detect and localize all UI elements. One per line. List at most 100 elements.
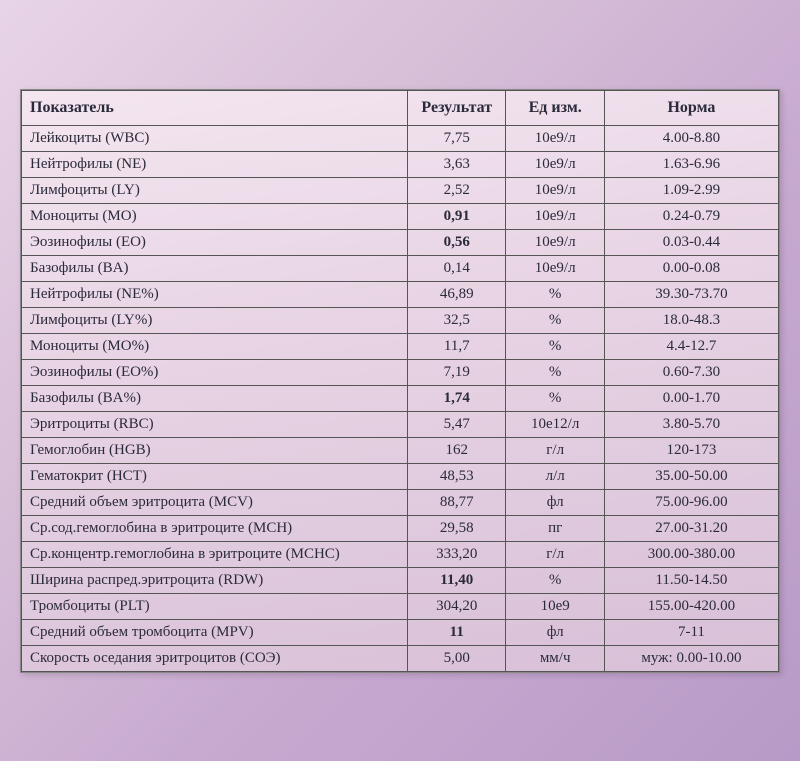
table-row: Тромбоциты (PLT)304,2010e9155.00-420.00 <box>22 593 779 619</box>
cell-name: Нейтрофилы (NE%) <box>22 281 408 307</box>
cell-name: Гематокрит (HCT) <box>22 463 408 489</box>
cell-name: Лимфоциты (LY%) <box>22 307 408 333</box>
cell-unit: 10e9/л <box>506 151 604 177</box>
cell-norm: 35.00-50.00 <box>604 463 778 489</box>
table-row: Эозинофилы (EO)0,5610e9/л0.03-0.44 <box>22 229 779 255</box>
cell-norm: 300.00-380.00 <box>604 541 778 567</box>
cell-name: Нейтрофилы (NE) <box>22 151 408 177</box>
cell-unit: мм/ч <box>506 645 604 671</box>
cell-result: 304,20 <box>408 593 506 619</box>
cell-norm: 11.50-14.50 <box>604 567 778 593</box>
table-row: Нейтрофилы (NE%)46,89%39.30-73.70 <box>22 281 779 307</box>
cell-name: Моноциты (MO) <box>22 203 408 229</box>
header-norm: Норма <box>604 90 778 125</box>
cell-name: Ср.сод.гемоглобина в эритроците (MCH) <box>22 515 408 541</box>
cell-norm: 4.00-8.80 <box>604 125 778 151</box>
cell-unit: 10e9/л <box>506 125 604 151</box>
cell-name: Базофилы (BA%) <box>22 385 408 411</box>
cell-unit: 10e9/л <box>506 255 604 281</box>
blood-test-table: Показатель Результат Ед изм. Норма Лейко… <box>21 90 779 672</box>
table-row: Скорость оседания эритроцитов (СОЭ)5,00м… <box>22 645 779 671</box>
table-row: Ширина распред.эритроцита (RDW)11,40%11.… <box>22 567 779 593</box>
cell-unit: 10e9/л <box>506 229 604 255</box>
cell-name: Тромбоциты (PLT) <box>22 593 408 619</box>
header-result: Результат <box>408 90 506 125</box>
cell-result: 7,75 <box>408 125 506 151</box>
cell-name: Ширина распред.эритроцита (RDW) <box>22 567 408 593</box>
cell-name: Эритроциты (RBC) <box>22 411 408 437</box>
table-row: Эозинофилы (EO%)7,19%0.60-7.30 <box>22 359 779 385</box>
cell-unit: фл <box>506 619 604 645</box>
cell-result: 48,53 <box>408 463 506 489</box>
table-row: Базофилы (BA%)1,74%0.00-1.70 <box>22 385 779 411</box>
table-row: Эритроциты (RBC)5,4710e12/л3.80-5.70 <box>22 411 779 437</box>
cell-unit: % <box>506 359 604 385</box>
table-row: Моноциты (MO%)11,7%4.4-12.7 <box>22 333 779 359</box>
cell-result: 88,77 <box>408 489 506 515</box>
table-row: Лимфоциты (LY%)32,5%18.0-48.3 <box>22 307 779 333</box>
cell-norm: 1.63-6.96 <box>604 151 778 177</box>
cell-norm: муж: 0.00-10.00 <box>604 645 778 671</box>
table-row: Лимфоциты (LY)2,5210e9/л1.09-2.99 <box>22 177 779 203</box>
header-name: Показатель <box>22 90 408 125</box>
cell-unit: л/л <box>506 463 604 489</box>
table-row: Базофилы (BA)0,1410e9/л0.00-0.08 <box>22 255 779 281</box>
cell-norm: 3.80-5.70 <box>604 411 778 437</box>
cell-result: 11,7 <box>408 333 506 359</box>
cell-result: 333,20 <box>408 541 506 567</box>
cell-unit: % <box>506 307 604 333</box>
cell-norm: 75.00-96.00 <box>604 489 778 515</box>
cell-result: 5,00 <box>408 645 506 671</box>
header-unit: Ед изм. <box>506 90 604 125</box>
cell-result: 3,63 <box>408 151 506 177</box>
cell-unit: % <box>506 385 604 411</box>
table-row: Лейкоциты (WBC)7,7510e9/л4.00-8.80 <box>22 125 779 151</box>
table-row: Гемоглобин (HGB)162г/л120-173 <box>22 437 779 463</box>
cell-result: 0,14 <box>408 255 506 281</box>
cell-result: 162 <box>408 437 506 463</box>
cell-norm: 0.03-0.44 <box>604 229 778 255</box>
cell-result: 2,52 <box>408 177 506 203</box>
cell-name: Лимфоциты (LY) <box>22 177 408 203</box>
table-row: Нейтрофилы (NE)3,6310e9/л1.63-6.96 <box>22 151 779 177</box>
cell-unit: % <box>506 333 604 359</box>
table-body: Лейкоциты (WBC)7,7510e9/л4.00-8.80Нейтро… <box>22 125 779 671</box>
cell-norm: 0.00-1.70 <box>604 385 778 411</box>
lab-report-sheet: Показатель Результат Ед изм. Норма Лейко… <box>20 89 780 673</box>
cell-name: Моноциты (MO%) <box>22 333 408 359</box>
cell-unit: фл <box>506 489 604 515</box>
cell-norm: 4.4-12.7 <box>604 333 778 359</box>
cell-norm: 1.09-2.99 <box>604 177 778 203</box>
cell-norm: 7-11 <box>604 619 778 645</box>
cell-unit: % <box>506 567 604 593</box>
cell-name: Ср.концентр.гемоглобина в эритроците (MC… <box>22 541 408 567</box>
cell-result: 1,74 <box>408 385 506 411</box>
cell-result: 11 <box>408 619 506 645</box>
cell-unit: % <box>506 281 604 307</box>
cell-name: Лейкоциты (WBC) <box>22 125 408 151</box>
cell-unit: 10e12/л <box>506 411 604 437</box>
cell-unit: пг <box>506 515 604 541</box>
cell-unit: г/л <box>506 437 604 463</box>
cell-norm: 0.60-7.30 <box>604 359 778 385</box>
cell-result: 5,47 <box>408 411 506 437</box>
cell-result: 11,40 <box>408 567 506 593</box>
cell-norm: 27.00-31.20 <box>604 515 778 541</box>
cell-result: 29,58 <box>408 515 506 541</box>
table-row: Средний объем тромбоцита (MPV)11фл7-11 <box>22 619 779 645</box>
cell-result: 46,89 <box>408 281 506 307</box>
cell-name: Базофилы (BA) <box>22 255 408 281</box>
cell-name: Скорость оседания эритроцитов (СОЭ) <box>22 645 408 671</box>
cell-name: Средний объем эритроцита (MCV) <box>22 489 408 515</box>
cell-name: Средний объем тромбоцита (MPV) <box>22 619 408 645</box>
table-row: Ср.сод.гемоглобина в эритроците (MCH)29,… <box>22 515 779 541</box>
cell-result: 32,5 <box>408 307 506 333</box>
table-row: Моноциты (MO)0,9110e9/л0.24-0.79 <box>22 203 779 229</box>
cell-name: Гемоглобин (HGB) <box>22 437 408 463</box>
cell-unit: г/л <box>506 541 604 567</box>
table-header-row: Показатель Результат Ед изм. Норма <box>22 90 779 125</box>
cell-norm: 120-173 <box>604 437 778 463</box>
cell-result: 7,19 <box>408 359 506 385</box>
cell-norm: 18.0-48.3 <box>604 307 778 333</box>
table-row: Средний объем эритроцита (MCV)88,77фл75.… <box>22 489 779 515</box>
